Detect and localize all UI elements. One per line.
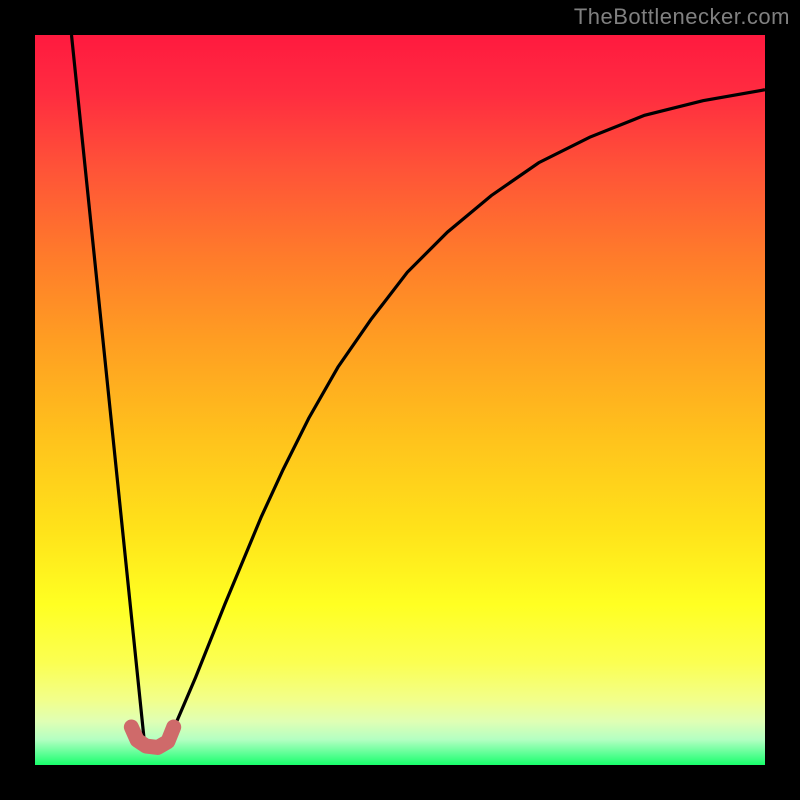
watermark-label: TheBottlenecker.com bbox=[574, 4, 790, 30]
right-bottleneck-curve bbox=[163, 90, 765, 751]
plot-area bbox=[35, 35, 765, 765]
curves-layer bbox=[35, 35, 765, 765]
chart-root: TheBottlenecker.com bbox=[0, 0, 800, 800]
optimal-marker-hook bbox=[131, 727, 173, 747]
left-bottleneck-line bbox=[72, 35, 145, 743]
